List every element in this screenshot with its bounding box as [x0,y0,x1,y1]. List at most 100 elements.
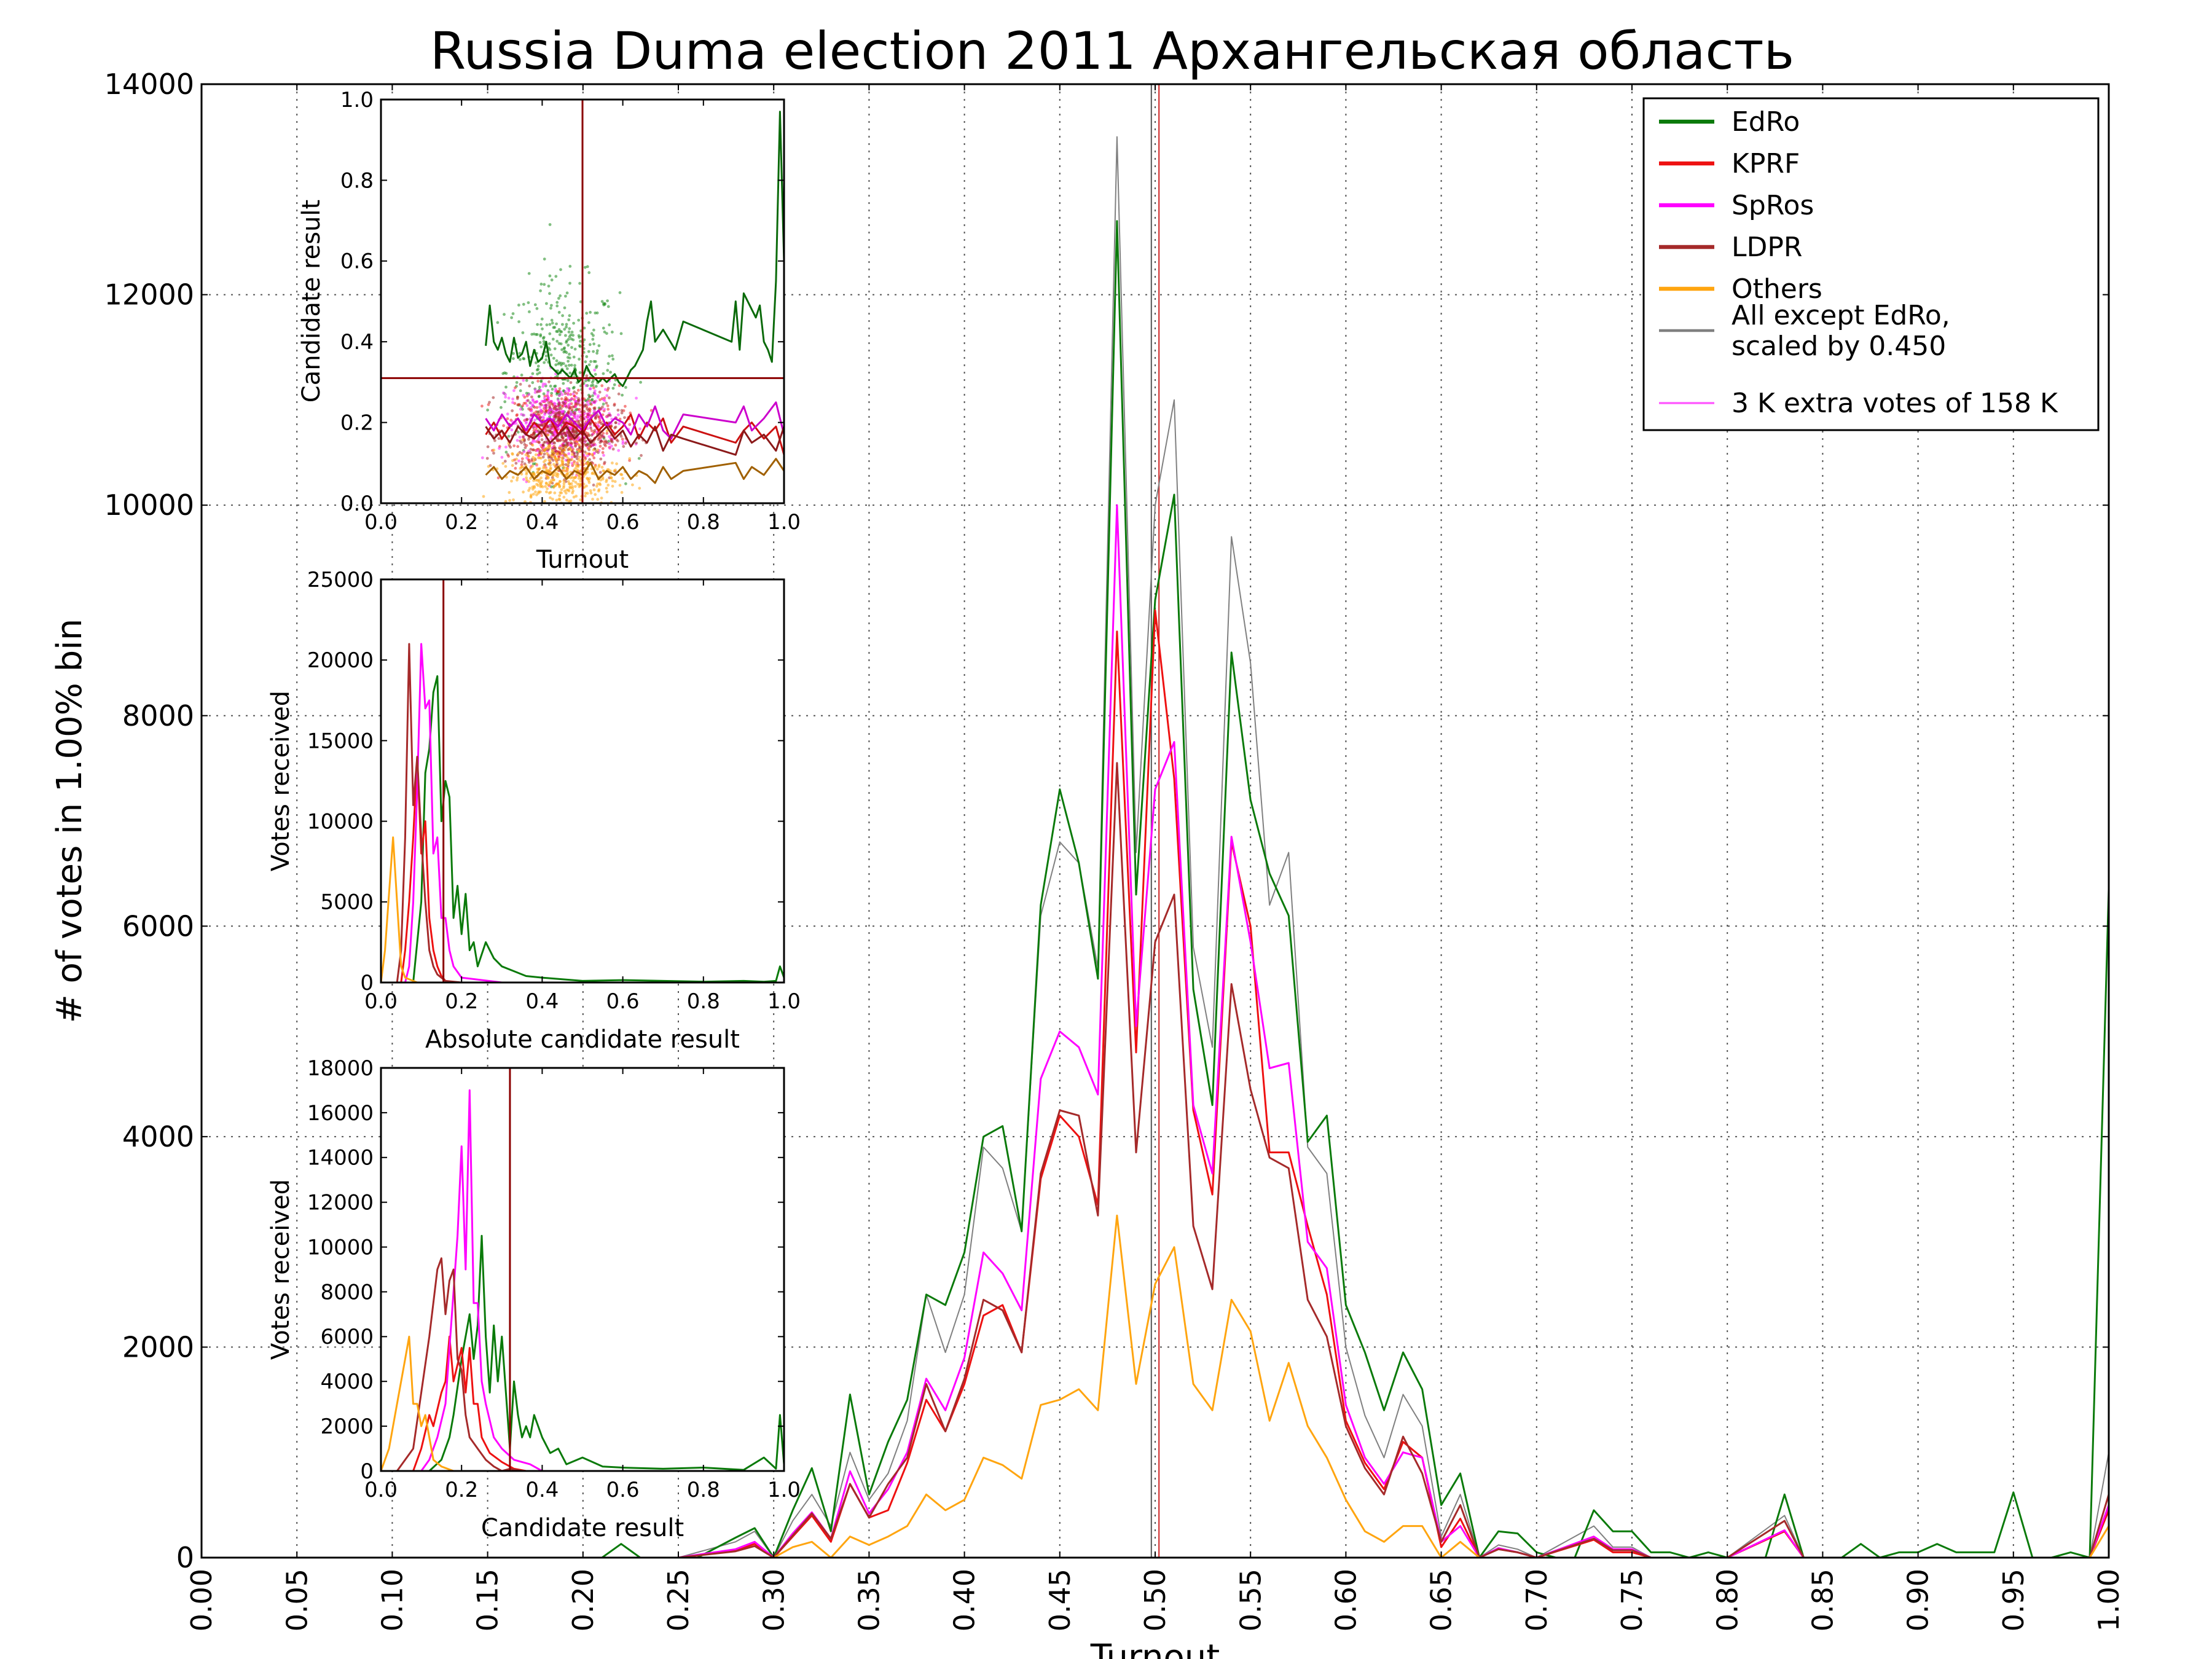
scatter-point-others [516,476,519,479]
scatter-point-edro [565,323,568,326]
scatter-point-ldpr [564,398,568,401]
legend-label: SpRos [1732,190,1814,221]
scatter-point-ldpr [519,439,522,443]
scatter-point-edro [590,332,594,335]
scatter-point-ldpr [575,454,579,458]
scatter-point-ldpr [539,415,542,419]
scatter-point-ldpr [527,407,530,410]
scatter-point-others [567,457,570,460]
scatter-point-ldpr [577,399,580,402]
scatter-point-others [548,459,552,463]
inset-top-series-ldpr [485,425,784,456]
inset-bottom-series-ldpr [381,1257,784,1471]
scatter-point-ldpr [522,435,525,439]
scatter-point-kprf [588,452,592,456]
scatter-point-others [548,445,551,449]
main-x-tick-label: 0.60 [1330,1569,1363,1631]
scatter-point-others [567,482,571,485]
scatter-point-kprf [540,434,543,437]
scatter-point-spros [593,368,597,372]
scatter-point-ldpr [598,441,602,444]
scatter-point-ldpr [547,401,551,404]
scatter-point-spros [531,404,535,407]
scatter-point-edro [585,355,589,358]
scatter-point-ldpr [516,397,519,401]
scatter-point-spros [535,400,539,403]
scatter-point-edro [562,382,565,385]
scatter-point-edro [568,314,571,318]
scatter-point-kprf [480,404,484,408]
scatter-point-ldpr [613,404,616,407]
scatter-point-others [557,482,560,485]
scatter-point-others [578,485,581,488]
scatter-point-edro [587,271,591,275]
scatter-point-others [569,476,573,480]
scatter-point-others [544,481,548,485]
scatter-point-spros [533,440,537,443]
scatter-point-others [562,495,566,499]
inset-bottom-x-tick-label: 0.6 [606,1478,640,1502]
scatter-point-others [572,462,576,465]
scatter-point-spros [539,444,543,447]
scatter-point-others [559,464,563,467]
inset-middle-y-tick-label: 0 [360,971,374,995]
scatter-point-others [559,446,562,450]
scatter-point-edro [602,302,605,305]
scatter-point-edro [522,357,526,361]
main-y-tick-label: 0 [176,1541,194,1574]
scatter-point-kprf [624,404,627,408]
inset-top: 0.0 0.2 0.4 0.6 0.8 1.0 0.0 0.2 0.4 0.6 0.8 1.0 Tur… [297,88,801,574]
scatter-point-ldpr [554,446,557,450]
scatter-point-edro [594,312,597,315]
scatter-point-spros [544,399,547,403]
scatter-point-kprf [606,407,610,411]
scatter-point-edro [563,346,567,350]
inset-middle-y-tick-label: 20000 [307,648,374,673]
inset-middle-background [381,579,784,982]
scatter-point-others [552,478,555,482]
scatter-point-edro [515,381,519,384]
scatter-point-others [589,492,593,495]
scatter-point-edro [559,268,562,272]
scatter-point-others [571,479,575,482]
scatter-point-ldpr [556,417,560,421]
scatter-point-kprf [506,417,509,420]
main-y-tick-label: 12000 [104,278,194,312]
scatter-point-others [527,488,530,492]
scatter-point-edro [519,389,522,393]
scatter-point-ldpr [561,401,565,404]
scatter-point-spros [518,436,522,439]
scatter-point-others [536,456,540,460]
scatter-point-others [512,498,515,501]
scatter-point-others [537,480,541,484]
main-x-ticks: 0.00 0.05 0.10 0.15 0.20 0.25 0.30 0.35 0.40 0.45… [185,84,2125,1631]
scatter-point-others [586,476,589,480]
scatter-point-edro [572,321,575,325]
scatter-point-edro [507,434,511,438]
legend-label: 3 K extra votes of 158 K [1732,388,2058,419]
scatter-point-others [524,453,528,457]
scatter-point-others [590,472,594,476]
scatter-point-edro [582,326,586,330]
scatter-point-others [544,466,548,470]
scatter-point-others [557,457,560,460]
scatter-point-spros [618,422,621,425]
scatter-point-spros [522,477,525,481]
scatter-point-edro [538,371,541,375]
scatter-point-edro [503,400,507,404]
scatter-point-others [562,482,566,485]
scatter-point-others [546,476,550,479]
scatter-point-ldpr [623,416,626,419]
scatter-point-edro [591,337,595,341]
scatter-point-others [511,452,514,455]
inset-top-y-tick-label: 0.0 [340,492,374,516]
scatter-point-spros [536,438,540,441]
scatter-point-spros [635,396,638,400]
scatter-point-edro [600,300,604,303]
scatter-point-spros [597,425,601,428]
scatter-point-spros [610,444,613,448]
scatter-point-ldpr [509,445,512,449]
scatter-point-ldpr [527,437,530,441]
scatter-point-edro [579,340,582,343]
